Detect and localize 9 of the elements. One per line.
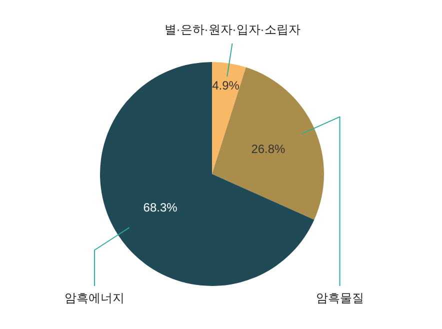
slice-label: 별·은하·원자·입자·소립자	[164, 22, 300, 36]
pie-slice	[212, 62, 246, 174]
data-label: 26.8%	[251, 142, 286, 156]
pie-slice	[212, 67, 324, 220]
slice-label: 암흑에너지	[64, 291, 125, 305]
slice-label: 암흑물질	[316, 291, 364, 305]
data-label: 68.3%	[143, 200, 178, 214]
pie-slice	[100, 62, 314, 286]
data-label: 4.9%	[212, 78, 240, 92]
